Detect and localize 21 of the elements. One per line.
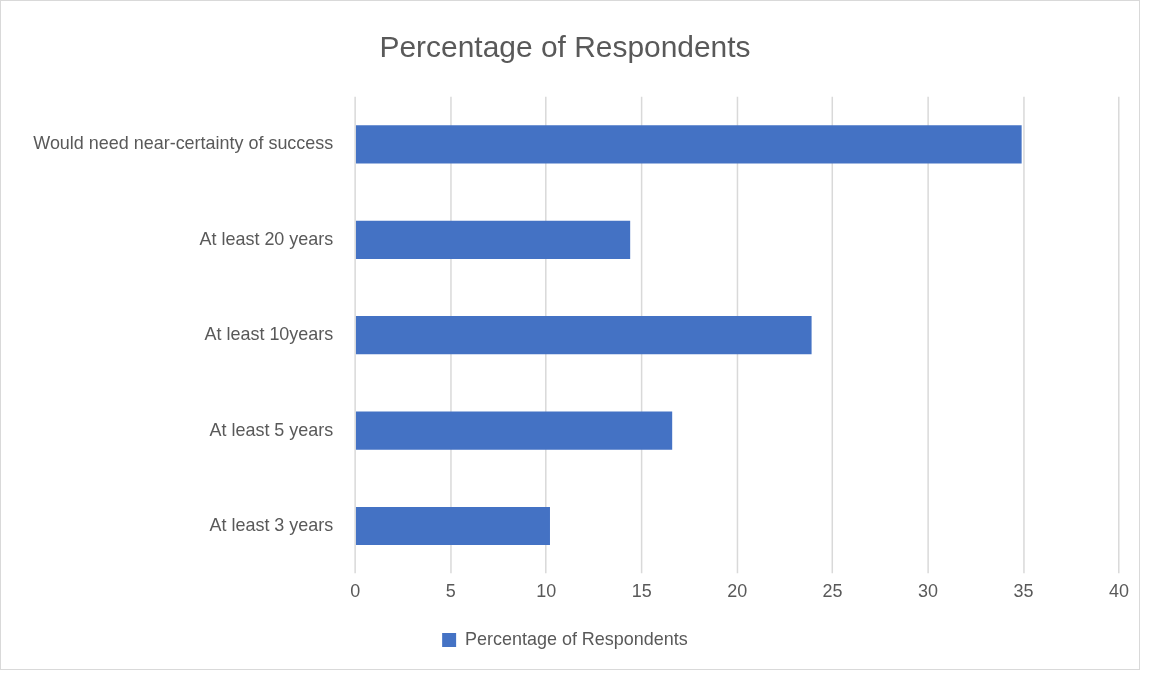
legend-label: Percentage of Respondents xyxy=(465,629,688,650)
y-tick-label: At least 10years xyxy=(204,324,334,345)
x-tick-label: 40 xyxy=(1109,581,1130,602)
bar xyxy=(355,411,673,450)
x-tick-label: 35 xyxy=(1013,581,1034,602)
x-tick-label: 10 xyxy=(536,581,557,602)
x-tick-label: 5 xyxy=(445,581,456,602)
bar xyxy=(355,506,550,546)
bar xyxy=(355,220,631,259)
y-tick-label: At least 20 years xyxy=(199,228,334,249)
x-tick-label: 30 xyxy=(918,581,939,602)
x-tick-label: 25 xyxy=(822,581,843,602)
x-tick-label: 0 xyxy=(350,581,361,602)
bar xyxy=(355,316,812,355)
y-tick-label: Would need near-certainty of success xyxy=(33,133,334,154)
chart-title: Percentage of Respondents xyxy=(379,30,751,64)
x-tick-label: 20 xyxy=(727,581,748,602)
x-tick-label: 15 xyxy=(631,581,652,602)
bar xyxy=(355,125,1022,164)
y-tick-label: At least 3 years xyxy=(209,514,334,535)
y-tick-label: At least 5 years xyxy=(209,419,334,440)
